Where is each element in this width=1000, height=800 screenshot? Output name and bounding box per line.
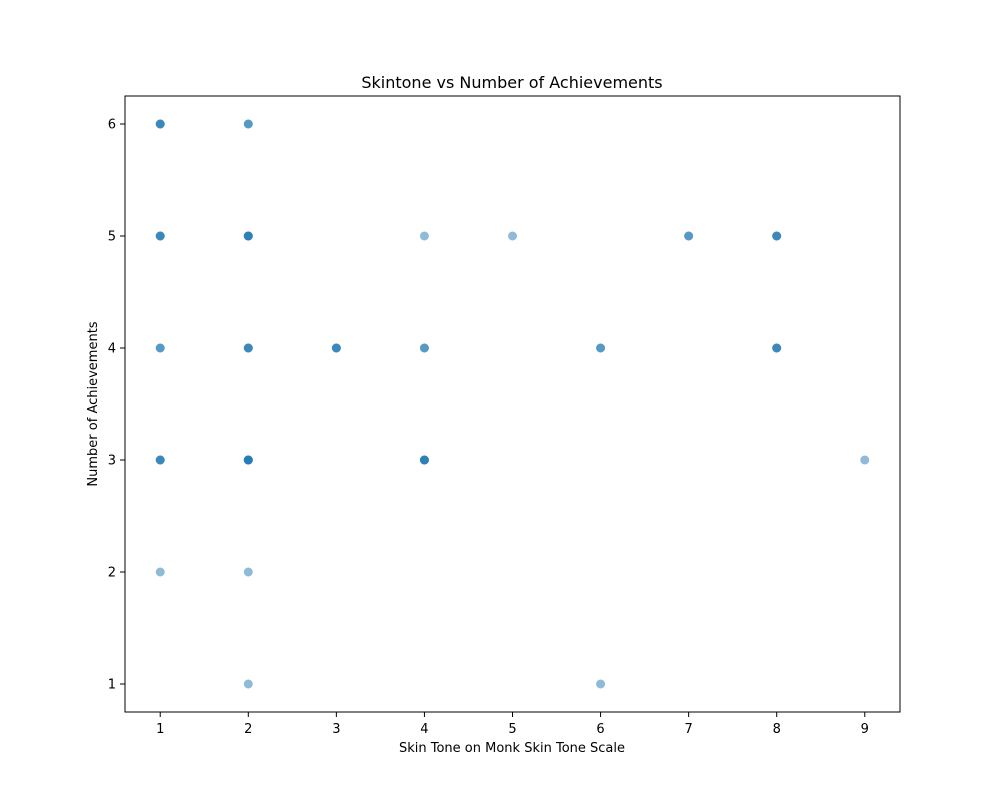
scatter-point bbox=[772, 343, 782, 353]
scatter-point bbox=[243, 679, 253, 689]
scatter-point bbox=[243, 231, 253, 241]
y-tick-label: 1 bbox=[108, 678, 116, 693]
x-tick-label: 3 bbox=[332, 722, 340, 737]
scatter-point bbox=[419, 455, 429, 465]
scatter-point bbox=[596, 343, 606, 353]
scatter-point bbox=[155, 343, 165, 353]
scatter-point bbox=[684, 231, 694, 241]
x-tick-label: 8 bbox=[773, 722, 781, 737]
y-tick-label: 5 bbox=[108, 230, 116, 245]
plot-frame bbox=[124, 95, 901, 713]
scatter-point bbox=[243, 567, 253, 577]
x-tick-label: 5 bbox=[508, 722, 516, 737]
scatter-point bbox=[155, 455, 165, 465]
x-tick-label: 6 bbox=[596, 722, 604, 737]
x-axis-label: Skin Tone on Monk Skin Tone Scale bbox=[399, 741, 625, 756]
scatter-point bbox=[508, 231, 517, 241]
x-axis: 1 2 3 4 5 6 7 8 9 bbox=[156, 712, 869, 737]
x-tick-label: 1 bbox=[156, 722, 164, 737]
scatter-point bbox=[155, 567, 165, 577]
scatter-point bbox=[419, 231, 429, 241]
x-tick-label: 4 bbox=[420, 722, 428, 737]
chart-title: Skintone vs Number of Achievements bbox=[361, 73, 662, 92]
x-tick-label: 2 bbox=[244, 722, 252, 737]
scatter-point bbox=[243, 119, 253, 129]
x-tick-label: 7 bbox=[684, 722, 692, 737]
scatter-point bbox=[155, 119, 165, 129]
scatter-point bbox=[860, 455, 870, 465]
scatter-point bbox=[155, 231, 165, 241]
y-tick-label: 3 bbox=[108, 454, 116, 469]
scatter-point bbox=[331, 343, 341, 353]
y-tick-label: 6 bbox=[108, 118, 116, 133]
scatter-point bbox=[243, 455, 253, 465]
scatter-point bbox=[243, 343, 253, 353]
y-tick-label: 2 bbox=[108, 566, 116, 581]
scatter-point bbox=[596, 679, 606, 689]
scatter-point bbox=[419, 343, 429, 353]
y-axis: 1 2 3 4 5 6 bbox=[108, 118, 125, 693]
y-tick-label: 4 bbox=[108, 342, 116, 357]
points-layer bbox=[155, 119, 870, 689]
scatter-point bbox=[772, 231, 782, 241]
x-tick-label: 9 bbox=[861, 722, 869, 737]
y-axis-label: Number of Achievements bbox=[86, 321, 101, 486]
